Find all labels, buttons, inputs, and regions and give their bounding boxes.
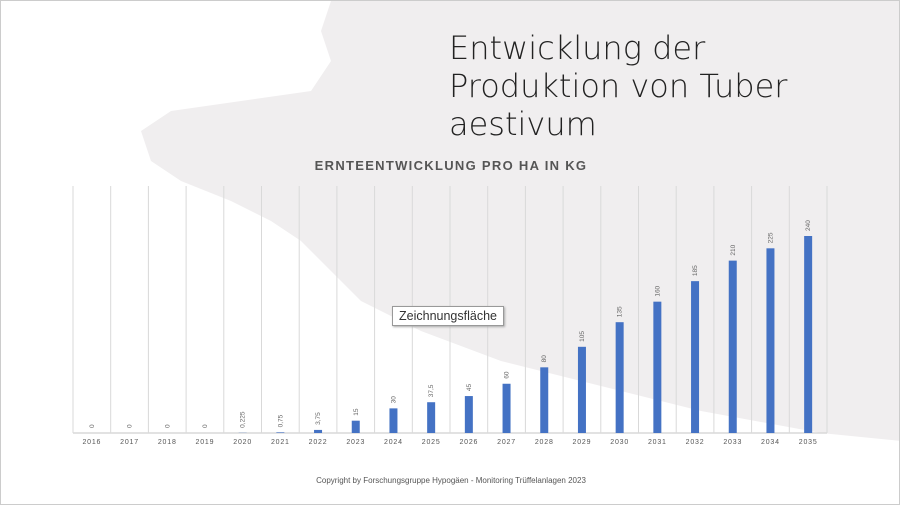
tooltip: Zeichnungsfläche bbox=[392, 306, 504, 326]
bar-2027 bbox=[502, 383, 511, 433]
data-label: 80 bbox=[541, 355, 548, 363]
x-tick-label: 2024 bbox=[384, 439, 403, 446]
x-tick-label: 2025 bbox=[422, 439, 441, 446]
bar-2029 bbox=[577, 346, 586, 433]
data-label: 0,75 bbox=[277, 414, 284, 427]
data-label: 30 bbox=[390, 396, 397, 404]
bar-2032 bbox=[691, 281, 700, 433]
x-tick-label: 2028 bbox=[535, 439, 554, 446]
data-label: 225 bbox=[767, 232, 774, 243]
x-tick-label: 2023 bbox=[346, 439, 365, 446]
data-label: 240 bbox=[805, 220, 812, 231]
data-label: 0 bbox=[127, 424, 134, 428]
data-label: 0 bbox=[89, 424, 96, 428]
bar-2034 bbox=[766, 248, 775, 433]
x-tick-label: 2034 bbox=[761, 439, 780, 446]
x-tick-label: 2021 bbox=[271, 439, 290, 446]
data-label: 37,5 bbox=[428, 384, 435, 397]
x-tick-label: 2026 bbox=[459, 439, 478, 446]
data-label: 185 bbox=[692, 265, 699, 276]
x-tick-label: 2022 bbox=[309, 439, 328, 446]
data-label: 15 bbox=[353, 408, 360, 416]
x-tick-label: 2033 bbox=[723, 439, 742, 446]
bar-2033 bbox=[728, 260, 737, 433]
bar-2035 bbox=[804, 236, 813, 433]
bar-2028 bbox=[540, 367, 549, 433]
x-tick-label: 2027 bbox=[497, 439, 516, 446]
data-label: 105 bbox=[579, 331, 586, 342]
data-label: 0 bbox=[202, 424, 209, 428]
bar-2021 bbox=[276, 432, 285, 433]
x-tick-label: 2029 bbox=[573, 439, 592, 446]
bar-2031 bbox=[653, 301, 662, 433]
x-tick-label: 2030 bbox=[610, 439, 629, 446]
bar-2024 bbox=[389, 408, 398, 433]
x-tick-label: 2018 bbox=[158, 439, 177, 446]
bar-2022 bbox=[314, 429, 323, 433]
data-label: 60 bbox=[504, 371, 511, 379]
bar-2023 bbox=[351, 420, 360, 433]
x-tick-label: 2035 bbox=[799, 439, 818, 446]
data-label: 160 bbox=[654, 285, 661, 296]
copyright: Copyright by Forschungsgruppe Hypogäen -… bbox=[316, 476, 586, 485]
data-label: 0 bbox=[164, 424, 171, 428]
data-label: 210 bbox=[730, 244, 737, 255]
x-tick-label: 2031 bbox=[648, 439, 667, 446]
data-label: 0,225 bbox=[240, 411, 247, 428]
x-tick-label: 2016 bbox=[82, 439, 101, 446]
data-label: 135 bbox=[617, 306, 624, 317]
bar-2025 bbox=[427, 402, 436, 433]
bar-2026 bbox=[464, 396, 473, 433]
x-tick-label: 2019 bbox=[196, 439, 215, 446]
x-tick-label: 2017 bbox=[120, 439, 139, 446]
chart-title: ERNTEENTWICKLUNG PRO HA IN KG bbox=[314, 158, 588, 173]
data-label: 3,75 bbox=[315, 412, 322, 425]
data-label: 45 bbox=[466, 383, 473, 391]
x-tick-label: 2032 bbox=[686, 439, 705, 446]
slide-title: Entwicklung der Produktion von Tuber aes… bbox=[449, 29, 788, 143]
bar-2030 bbox=[615, 322, 624, 433]
x-tick-label: 2020 bbox=[233, 439, 252, 446]
